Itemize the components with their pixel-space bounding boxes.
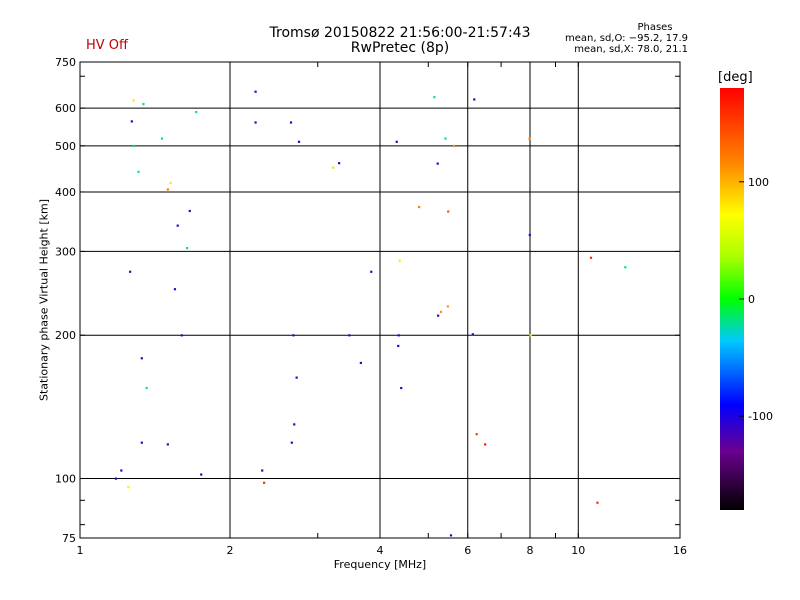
data-point — [290, 441, 293, 444]
data-point — [596, 501, 599, 504]
data-point — [395, 140, 398, 143]
phases-x-stats: mean, sd,X: 78.0, 21.1 — [574, 44, 688, 55]
data-point — [293, 423, 296, 426]
data-point — [142, 103, 145, 106]
data-point — [188, 209, 191, 213]
phases-o-stats: mean, sd,O: −95.2, 17.9 — [565, 33, 688, 44]
data-point — [348, 334, 351, 337]
x-tick-label: 6 — [464, 544, 471, 557]
data-point — [473, 98, 476, 101]
data-point — [262, 481, 266, 484]
data-point — [370, 270, 373, 273]
x-axis-label: Frequency [MHz] — [333, 558, 427, 571]
data-point — [200, 473, 203, 476]
data-point — [261, 469, 264, 472]
colorbar-label: [deg] — [718, 70, 753, 85]
data-point — [624, 266, 627, 269]
data-point — [186, 247, 189, 250]
data-point — [297, 140, 301, 143]
data-point — [439, 310, 443, 314]
data-point — [359, 361, 362, 365]
y-tick-label: 500 — [55, 140, 76, 153]
data-point — [444, 137, 447, 140]
data-point — [130, 120, 133, 123]
data-point — [180, 334, 183, 337]
data-point — [433, 96, 436, 99]
data-point — [132, 144, 135, 148]
colorbar-tick-label: 0 — [748, 293, 755, 306]
data-point — [484, 443, 487, 446]
data-point — [140, 441, 143, 444]
colorbar-tick-label: 100 — [748, 176, 769, 189]
data-point — [400, 386, 403, 390]
y-tick-label: 750 — [55, 56, 76, 69]
y-tick-label: 100 — [55, 473, 76, 486]
data-point — [529, 334, 532, 337]
data-point — [397, 344, 400, 348]
data-point — [254, 90, 257, 93]
x-tick-label: 16 — [673, 544, 687, 557]
plot-title: Tromsø 20150822 21:56:00-21:57:43 — [269, 25, 531, 41]
data-point — [292, 334, 295, 337]
data-point — [436, 162, 439, 165]
data-point — [137, 170, 140, 173]
x-tick-label: 4 — [377, 544, 384, 557]
data-point — [129, 270, 132, 273]
data-point — [195, 110, 198, 114]
data-point — [114, 477, 118, 480]
hv-status-label: HV Off — [86, 38, 128, 53]
data-point — [120, 469, 123, 472]
data-point — [332, 166, 335, 169]
axis-ticks: 1 2 4 6 8 10 16 75 100 200 300 400 500 600 750 — [55, 56, 687, 557]
x-tick-label: 1 — [77, 544, 84, 557]
data-point — [166, 188, 169, 191]
data-point — [471, 333, 474, 336]
colorbar-ticks: 100 0 -100 — [739, 176, 773, 423]
data-point — [437, 314, 440, 317]
data-point — [452, 144, 456, 148]
data-point — [589, 256, 593, 259]
data-point — [418, 205, 421, 209]
colorbar-tick-label: -100 — [748, 410, 773, 423]
data-point — [145, 386, 148, 390]
data-point — [160, 137, 164, 140]
plot-grid — [80, 62, 680, 538]
y-tick-label: 200 — [55, 329, 76, 342]
data-point — [173, 288, 177, 291]
data-point — [295, 376, 298, 379]
x-tick-label: 10 — [571, 544, 585, 557]
data-point — [398, 259, 401, 262]
phases-heading: Phases — [637, 22, 673, 33]
data-point — [132, 99, 135, 102]
data-point — [166, 443, 169, 446]
y-tick-label: 400 — [55, 186, 76, 199]
x-tick-label: 8 — [527, 544, 534, 557]
y-tick-label: 75 — [62, 532, 76, 545]
data-point — [449, 534, 453, 537]
data-point — [140, 357, 143, 360]
data-point — [169, 181, 172, 185]
data-point — [127, 485, 130, 489]
data-point — [528, 233, 531, 237]
data-point — [528, 137, 531, 140]
data-point — [447, 210, 450, 213]
data-point — [446, 305, 449, 308]
data-point — [176, 224, 179, 227]
y-tick-label: 600 — [55, 102, 76, 115]
y-tick-label: 300 — [55, 245, 76, 258]
data-point — [289, 121, 293, 124]
data-point — [254, 121, 257, 124]
scatter-points — [114, 90, 627, 537]
data-point — [475, 433, 478, 436]
x-tick-label: 2 — [227, 544, 234, 557]
data-point — [338, 162, 341, 165]
plot-subtitle: RwPretec (8p) — [350, 40, 450, 56]
data-point — [397, 334, 400, 337]
